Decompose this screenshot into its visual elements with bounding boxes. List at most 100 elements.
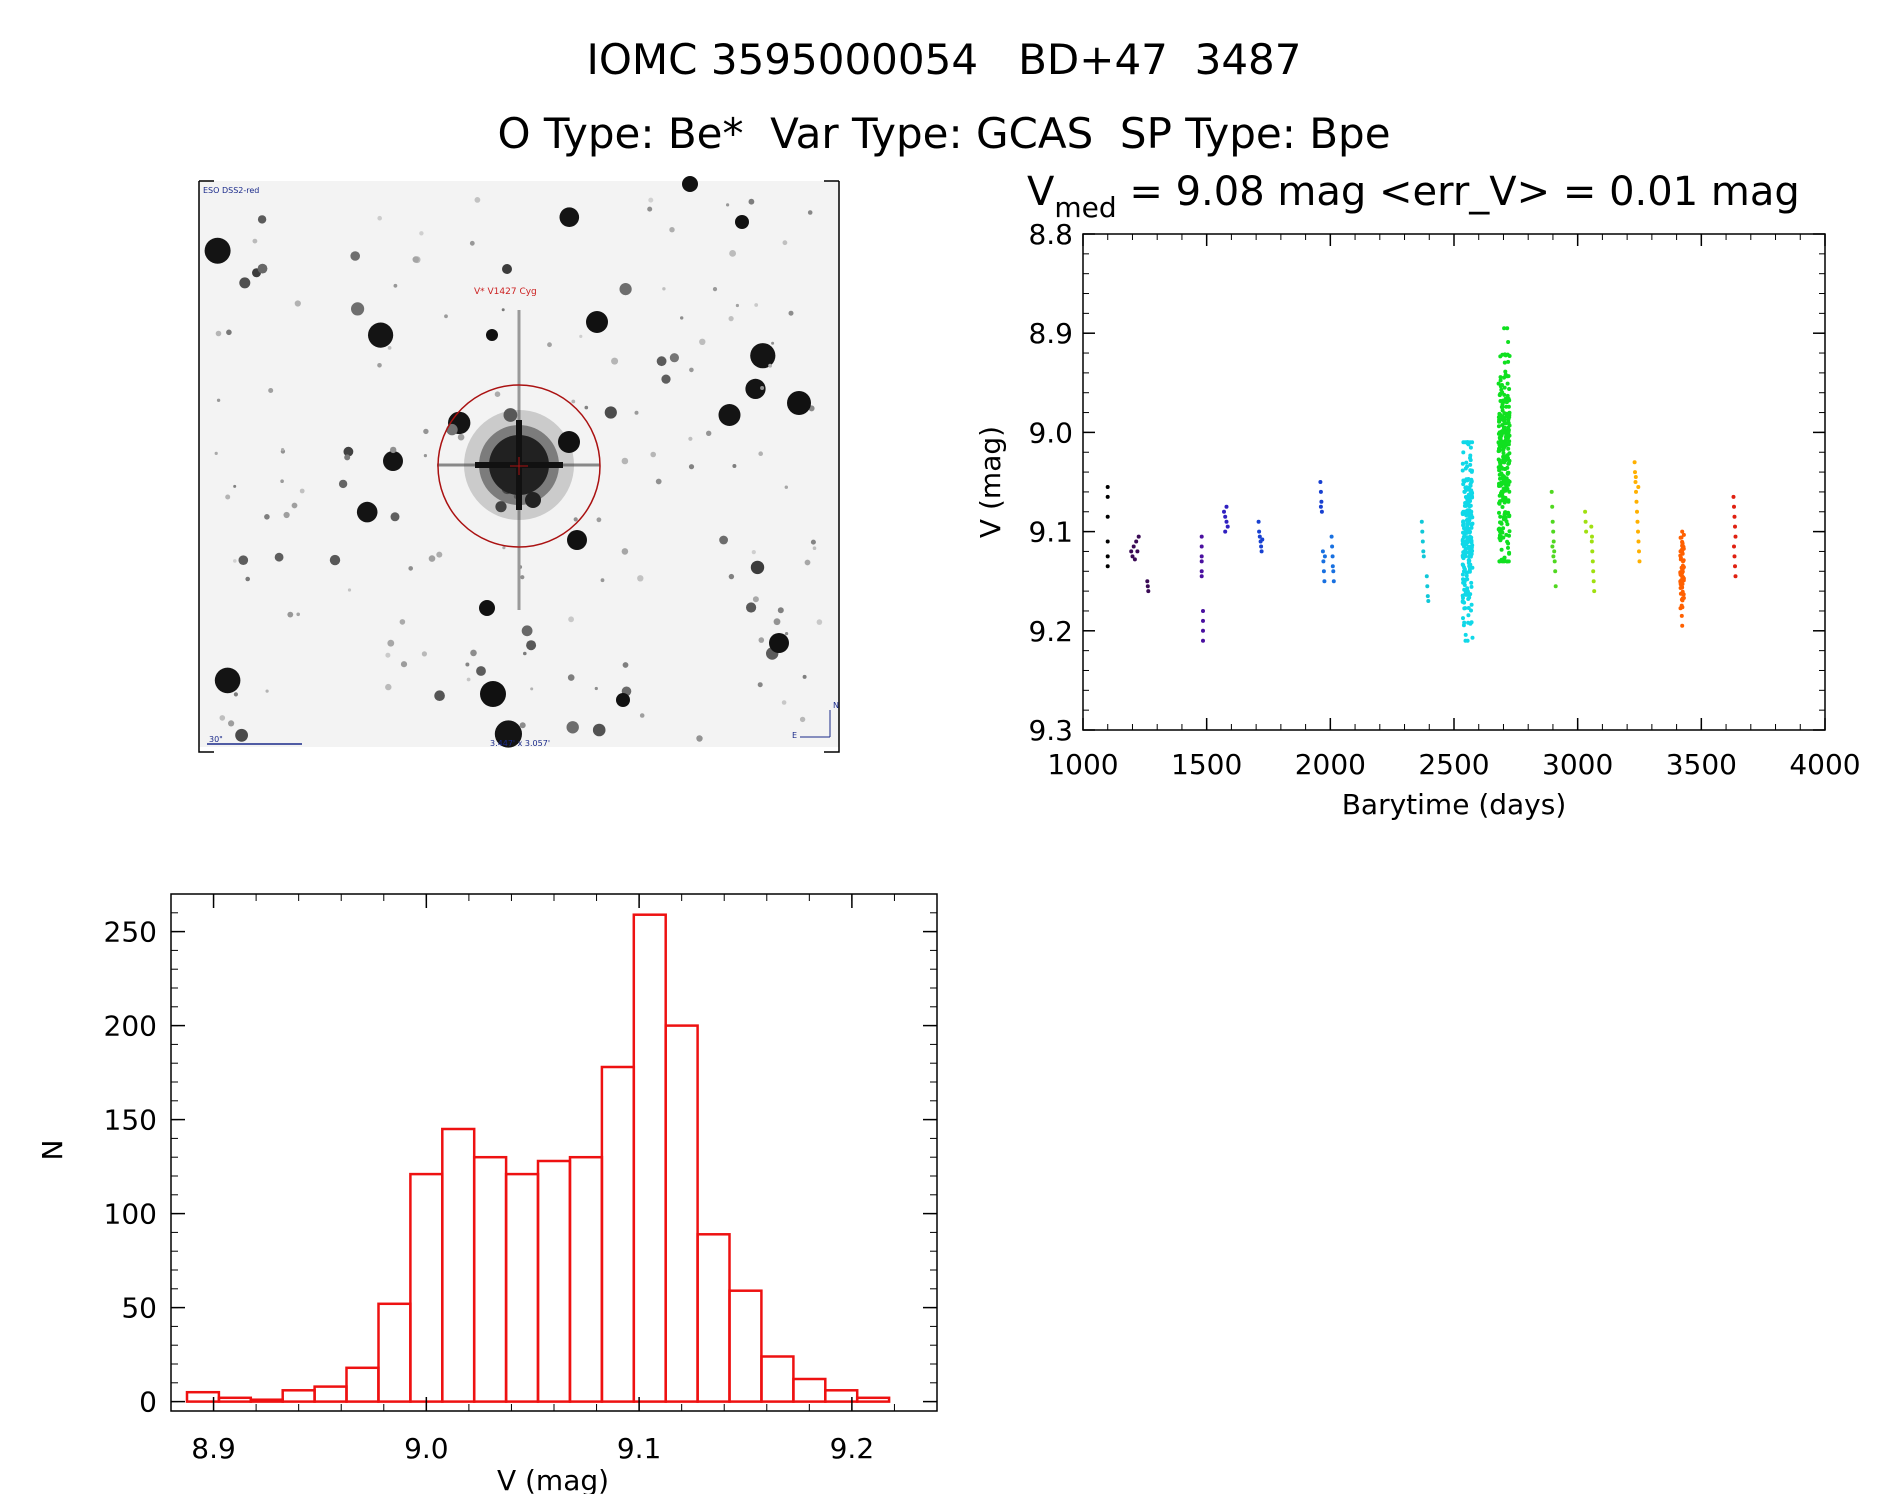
- compass-east: E: [792, 731, 797, 740]
- lc-point-s16: [1733, 524, 1737, 529]
- lc-point-s11: [1498, 375, 1503, 380]
- field-star: [571, 399, 576, 404]
- lc-point-s11: [1496, 465, 1501, 470]
- lc-point-s11: [1502, 352, 1507, 357]
- lc-point-s11: [1507, 529, 1512, 534]
- lc-point-s10: [1462, 569, 1466, 574]
- histogram-xlabel: V (mag): [497, 1464, 609, 1494]
- lc-point-s16: [1732, 514, 1737, 519]
- lc-point-s11: [1504, 400, 1509, 405]
- lc-point-s11: [1497, 559, 1502, 564]
- lc-point-s10: [1468, 482, 1473, 487]
- light-curve-title: Vmed = 9.08 mag <err_V> = 0.01 mag: [1027, 169, 1800, 224]
- field-star: [650, 451, 656, 458]
- lc-point-s14: [1636, 485, 1641, 489]
- field-star: [728, 316, 734, 322]
- field-star: [495, 501, 507, 513]
- lc-point-s10: [1460, 468, 1465, 473]
- lc-point-s1: [1105, 494, 1110, 499]
- lc-point-s10: [1463, 528, 1468, 532]
- lc-point-s3: [1145, 584, 1150, 589]
- lc-point-s10: [1464, 518, 1469, 523]
- lc-point-s8: [1331, 569, 1336, 574]
- lc-point-s10: [1464, 496, 1469, 500]
- lc-point-s7: [1319, 509, 1324, 514]
- lc-point-s16: [1733, 534, 1738, 539]
- field-star: [530, 687, 534, 691]
- field-star: [502, 546, 506, 550]
- field-star: [728, 573, 735, 580]
- compass-north: N: [833, 701, 839, 710]
- lc-point-s11: [1505, 480, 1510, 485]
- lc-point-s10: [1461, 616, 1465, 621]
- field-star-bright: [769, 633, 789, 653]
- field-star: [706, 430, 712, 436]
- scale-label: 30": [209, 735, 223, 744]
- lc-point-s5: [1223, 514, 1228, 519]
- hist-xtick-label: 8.9: [191, 1432, 236, 1465]
- field-star: [338, 479, 348, 489]
- lc-point-s8: [1320, 549, 1325, 554]
- lc-point-s11: [1502, 430, 1507, 435]
- lc-point-s11: [1506, 359, 1511, 364]
- lc-point-s10: [1460, 461, 1465, 466]
- lc-point-s6: [1259, 549, 1264, 554]
- lc-point-s11: [1498, 514, 1503, 519]
- lc-point-s4: [1199, 559, 1204, 564]
- hist-ytick-label: 50: [121, 1292, 157, 1325]
- field-star: [421, 651, 427, 657]
- field-star: [596, 517, 602, 523]
- lc-point-s2: [1135, 549, 1140, 554]
- lc-ytick-label: 9.1: [1028, 516, 1073, 549]
- lc-point-s11: [1504, 404, 1509, 409]
- lc-point-s11: [1502, 360, 1507, 365]
- field-star-bright: [480, 681, 506, 707]
- field-star: [758, 451, 763, 457]
- lc-ytick-label: 9.3: [1028, 714, 1073, 747]
- field-star: [274, 552, 284, 562]
- lc-point-s11: [1501, 535, 1506, 540]
- lc-point-s15: [1681, 596, 1686, 600]
- lc-point-s10: [1470, 565, 1475, 570]
- lc-point-s15: [1679, 613, 1684, 618]
- lc-point-s13: [1591, 569, 1596, 574]
- field-star: [351, 302, 365, 316]
- lc-xtick-label: 2000: [1295, 748, 1366, 781]
- lc-point-s11: [1505, 486, 1510, 491]
- field-star: [219, 715, 226, 721]
- lc-point-s7: [1318, 489, 1323, 494]
- lc-point-s10: [1470, 635, 1475, 640]
- lc-point-s10: [1466, 500, 1471, 505]
- field-star: [235, 728, 249, 742]
- lc-point-s2: [1136, 534, 1141, 539]
- lc-point-s11: [1503, 438, 1508, 443]
- field-star: [573, 517, 578, 522]
- survey-label: ESO DSS2-red: [203, 186, 259, 195]
- lc-point-s11: [1505, 511, 1510, 516]
- target-circle: [437, 384, 601, 548]
- field-star: [387, 639, 395, 647]
- lc-point-s13: [1590, 534, 1594, 539]
- field-star: [436, 551, 443, 558]
- lc-point-s15: [1680, 540, 1685, 545]
- lc-point-s11: [1505, 522, 1510, 527]
- field-star: [476, 666, 486, 676]
- lc-point-s12: [1551, 554, 1556, 559]
- histogram-bar: [568, 1155, 604, 1403]
- lc-point-s15: [1678, 606, 1683, 611]
- lc-point-s9: [1419, 519, 1424, 524]
- field-star: [294, 300, 301, 307]
- lc-point-s12: [1550, 544, 1555, 549]
- lc-point-s11: [1499, 465, 1504, 470]
- field-star: [329, 554, 341, 566]
- field-star-bright: [682, 176, 698, 192]
- lc-point-s15: [1681, 592, 1686, 597]
- lc-point-s10: [1469, 602, 1474, 607]
- lc-point-s8: [1331, 579, 1336, 584]
- histogram-bar: [728, 1289, 763, 1403]
- lc-point-s8: [1329, 534, 1334, 539]
- lc-point-s9: [1420, 529, 1425, 534]
- lc-point-s1: [1105, 564, 1110, 569]
- lc-point-s11: [1498, 354, 1503, 359]
- lc-point-s14: [1637, 559, 1642, 564]
